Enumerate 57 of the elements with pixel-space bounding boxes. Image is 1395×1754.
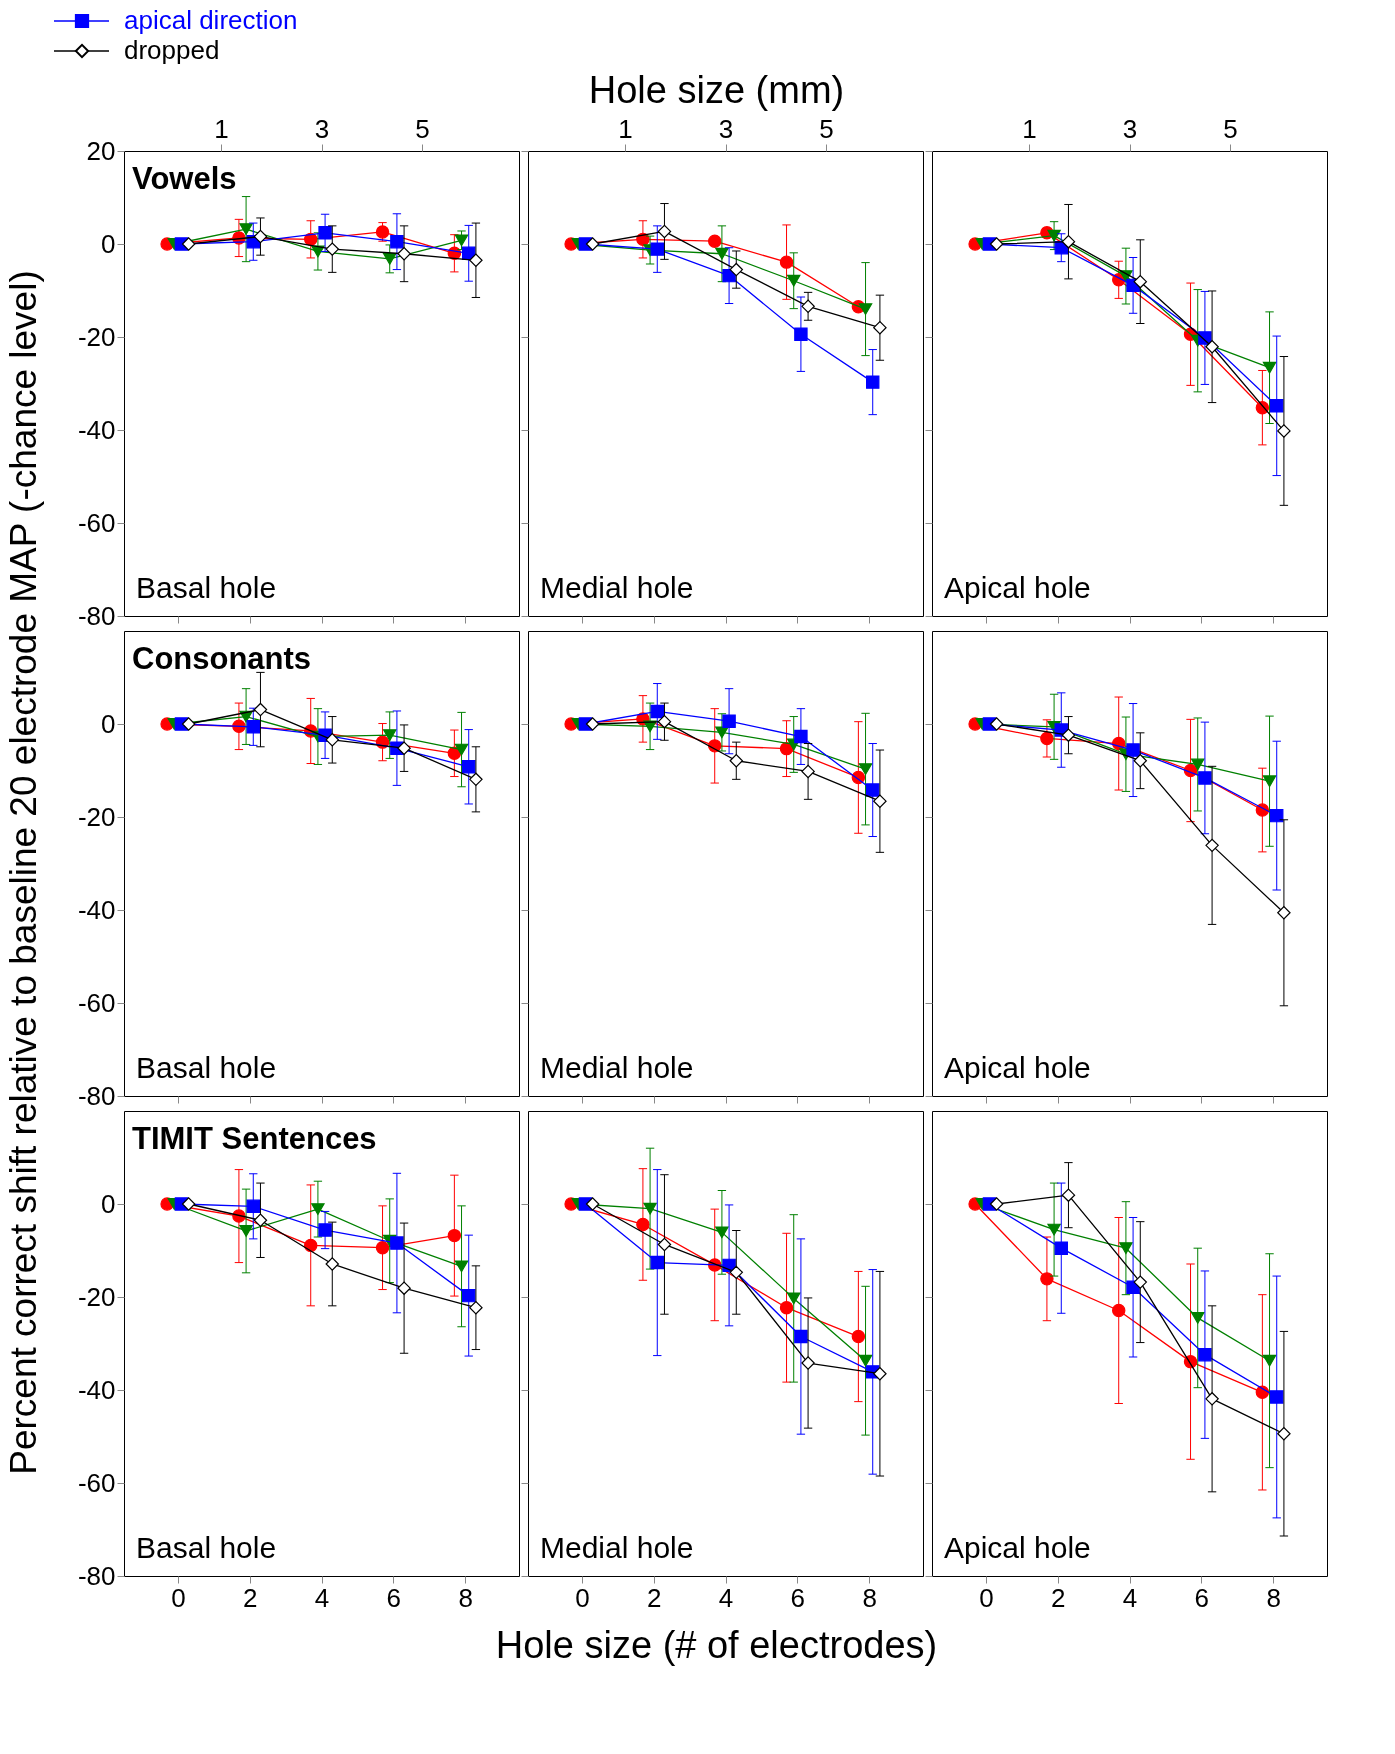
x-tick-label: 8 bbox=[862, 1582, 877, 1613]
y-tick-label: -20 bbox=[77, 1281, 116, 1312]
x-tick-label: 0 bbox=[171, 1582, 186, 1613]
annotation: Vowels bbox=[132, 161, 237, 196]
y-tick-label: -40 bbox=[77, 414, 116, 445]
x2-tick-label: 3 bbox=[1122, 113, 1138, 144]
annotation: Medial hole bbox=[540, 1531, 694, 1564]
annotation: Basal hole bbox=[136, 1051, 277, 1084]
y-axis-title: Percent correct shift relative to baseline 20 electrode MAP (-chance level) bbox=[3, 270, 44, 1475]
x-tick-label: 8 bbox=[458, 1582, 473, 1613]
y-tick-label: -40 bbox=[77, 894, 116, 925]
x-tick-label: 4 bbox=[314, 1582, 330, 1613]
legend-label: apical direction bbox=[124, 5, 298, 35]
x-tick-label: 4 bbox=[718, 1582, 734, 1613]
x2-tick-label: 1 bbox=[618, 113, 633, 144]
x-tick-label: 0 bbox=[979, 1582, 994, 1613]
x-tick-label: 2 bbox=[646, 1582, 662, 1613]
x2-tick-label: 3 bbox=[718, 113, 734, 144]
y-tick-label: 0 bbox=[101, 1188, 116, 1219]
y-tick-label: -20 bbox=[77, 321, 116, 352]
annotation: Medial hole bbox=[540, 1051, 694, 1084]
y-tick-label: -60 bbox=[77, 987, 116, 1018]
x2-tick-label: 1 bbox=[214, 113, 229, 144]
x2-axis-title: Hole size (mm) bbox=[588, 69, 845, 111]
y-tick-label: 0 bbox=[101, 708, 116, 739]
annotation: Apical hole bbox=[944, 1531, 1091, 1564]
x-tick-label: 6 bbox=[1194, 1582, 1210, 1613]
y-tick-label: 20 bbox=[86, 135, 116, 166]
annotation: Basal hole bbox=[136, 1531, 277, 1564]
annotation: Consonants bbox=[132, 641, 312, 676]
x2-tick-label: 5 bbox=[1223, 113, 1238, 144]
annotation: TIMIT Sentences bbox=[132, 1121, 377, 1156]
annotation: Apical hole bbox=[944, 1051, 1091, 1084]
annotation: Medial hole bbox=[540, 571, 694, 604]
y-tick-label: -60 bbox=[77, 507, 116, 538]
y-tick-label: 0 bbox=[101, 228, 116, 259]
x-tick-label: 8 bbox=[1266, 1582, 1281, 1613]
annotation: Apical hole bbox=[944, 571, 1091, 604]
x-tick-label: 2 bbox=[242, 1582, 258, 1613]
legend-label: dropped bbox=[124, 35, 220, 65]
y-tick-label: -80 bbox=[77, 1560, 116, 1591]
x-tick-label: 0 bbox=[575, 1582, 590, 1613]
x-tick-label: 6 bbox=[790, 1582, 806, 1613]
y-tick-label: -80 bbox=[77, 1080, 116, 1111]
x-tick-label: 6 bbox=[386, 1582, 402, 1613]
x-axis-title: Hole size (# of electrodes) bbox=[495, 1624, 938, 1666]
x-tick-label: 4 bbox=[1122, 1582, 1138, 1613]
x-tick-label: 2 bbox=[1050, 1582, 1066, 1613]
x2-tick-label: 3 bbox=[314, 113, 330, 144]
y-tick-label: -20 bbox=[77, 801, 116, 832]
y-tick-label: -60 bbox=[77, 1467, 116, 1498]
x2-tick-label: 5 bbox=[415, 113, 430, 144]
x2-tick-label: 1 bbox=[1022, 113, 1037, 144]
y-tick-label: -80 bbox=[77, 600, 116, 631]
y-tick-label: -40 bbox=[77, 1374, 116, 1405]
annotation: Basal hole bbox=[136, 571, 277, 604]
x2-tick-label: 5 bbox=[819, 113, 834, 144]
